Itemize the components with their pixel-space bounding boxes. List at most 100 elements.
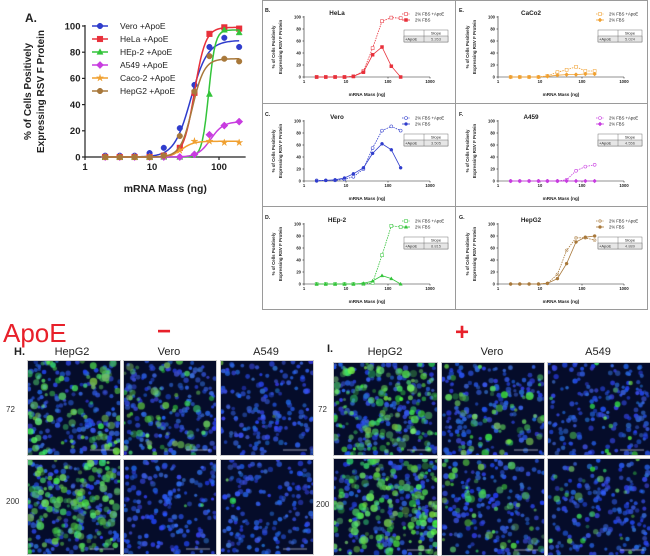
- table-row-bg: [403, 35, 449, 43]
- data-point: [574, 65, 578, 69]
- x-tick-label: 1: [497, 79, 500, 84]
- slope-value: 5.024: [625, 37, 636, 42]
- chart-panel-e: E. CaCo2 0 20 40 60 80 100 1 10 100 1000 mRNA Mass (…: [459, 8, 643, 97]
- series-line: [510, 73, 595, 78]
- data-point: [380, 45, 384, 49]
- data-point: [555, 178, 560, 184]
- y-axis-label: Expressing RSV F Protein: [472, 227, 477, 282]
- x-tick-label: 1: [497, 286, 500, 291]
- table-row-bg: [597, 35, 643, 43]
- legend-marker: [598, 225, 602, 229]
- legend-label: 2% FBS +ApoE: [415, 218, 444, 223]
- slope-row-label: +ApoE: [405, 141, 417, 146]
- slope-table: Slope +ApoE 5.024: [597, 29, 643, 43]
- y-axis-label: % of Cells Positively: [271, 25, 276, 68]
- legend-marker: [598, 219, 602, 223]
- y-axis-label: % of Cells Positively: [271, 232, 276, 275]
- data-point: [389, 64, 394, 68]
- y-axis-label: % of Cells Positively: [271, 129, 276, 172]
- data-point: [389, 15, 394, 20]
- chart-panel-g: G. HepG2 0 20 40 60 80 100 1 10 100 1000 mRNA Mass (…: [459, 215, 643, 304]
- series-line: [316, 17, 401, 78]
- x-tick-label: 100: [385, 183, 393, 188]
- data-point: [146, 153, 153, 161]
- legend-entry: 2% FBS +ApoE: [596, 218, 638, 223]
- x-tick-label: 100: [385, 286, 393, 291]
- micrograph-h-a549-200: [220, 459, 314, 555]
- legend-entry: 2% FBS: [596, 121, 625, 126]
- data-point: [583, 178, 588, 184]
- panel-letter: D.: [265, 215, 271, 221]
- slope-value: 4.556: [625, 141, 636, 146]
- data-point: [190, 136, 199, 145]
- data-point: [324, 75, 328, 79]
- micrograph-i-vero-72: [441, 362, 545, 456]
- series-line: [316, 125, 401, 181]
- y-tick-label: 60: [490, 142, 495, 147]
- series-2-fbs-apoe: [314, 224, 403, 286]
- data-point: [323, 281, 328, 286]
- legend-entry: 2% FBS: [402, 121, 431, 126]
- table-row-bg: [403, 139, 449, 147]
- data-point: [389, 148, 394, 152]
- data-point: [583, 71, 588, 77]
- data-point: [131, 153, 138, 161]
- x-axis-label: mRNA Mass (ng): [349, 299, 386, 304]
- x-tick-label: 1: [303, 183, 306, 188]
- legend-entry: 2% FBS: [402, 17, 431, 22]
- data-point: [205, 136, 214, 145]
- chart-title: HEp-2: [328, 217, 347, 224]
- marker-cross: [556, 273, 559, 276]
- data-point: [398, 75, 403, 79]
- series-line: [316, 275, 401, 285]
- data-point: [176, 125, 183, 132]
- legend-marker: [598, 12, 602, 16]
- data-point: [370, 53, 375, 57]
- data-point: [191, 88, 198, 95]
- legend-label: HepG2 +ApoE: [120, 86, 175, 96]
- y-tick-label: 80: [490, 233, 495, 238]
- legend-entry: HeLa +ApoE: [92, 34, 169, 44]
- y-axis-label: % of Cells Positively: [23, 43, 34, 140]
- legend-entry: A549 +ApoE: [92, 60, 168, 70]
- data-point: [342, 176, 347, 180]
- data-point: [574, 236, 578, 240]
- panel-letter: B.: [265, 8, 271, 14]
- data-point: [398, 225, 403, 229]
- data-point: [536, 282, 541, 286]
- divider: [455, 0, 456, 310]
- x-tick-label: 100: [579, 183, 587, 188]
- x-tick-label: 1000: [619, 79, 629, 84]
- slope-value: 8.815: [431, 244, 442, 249]
- fit-curve: [105, 58, 240, 158]
- legend-label: 2% FBS: [415, 224, 431, 229]
- fit-curve: [105, 40, 240, 158]
- column-title-a549: A549: [253, 346, 279, 358]
- data-point: [555, 272, 560, 277]
- micrograph-i-hepg2-72: [333, 362, 438, 456]
- legend-entry: 2% FBS: [402, 224, 431, 229]
- chart-panel-b: B. HeLa 0 20 40 60 80 100 1 10 100 1000 mRNA Mass (n…: [265, 8, 449, 97]
- x-tick-label: 100: [211, 162, 227, 173]
- y-tick-label: 100: [65, 21, 81, 32]
- data-point: [574, 240, 578, 244]
- x-axis-label: mRNA Mass (ng): [124, 184, 207, 195]
- slope-header: Slope: [431, 238, 442, 243]
- slope-value: 5.263: [431, 37, 442, 42]
- data-point: [517, 74, 523, 80]
- data-point: [517, 178, 523, 184]
- slope-table: Slope +ApoE 4.556: [597, 133, 643, 147]
- y-axis-label: % of Cells Positively: [465, 25, 470, 68]
- data-point: [564, 248, 569, 253]
- data-point: [380, 128, 384, 133]
- x-tick-label: 1000: [425, 286, 435, 291]
- series-line: [316, 225, 401, 285]
- y-axis-label: Expressing RSV F Protein: [472, 20, 477, 75]
- column-title-a549: A549: [585, 346, 611, 358]
- y-axis-label: Expressing RSV F Protein: [278, 20, 283, 75]
- series-line: [510, 237, 595, 285]
- x-tick-label: 100: [579, 79, 587, 84]
- data-point: [380, 253, 384, 257]
- y-tick-label: 100: [294, 221, 302, 226]
- data-point: [324, 178, 328, 183]
